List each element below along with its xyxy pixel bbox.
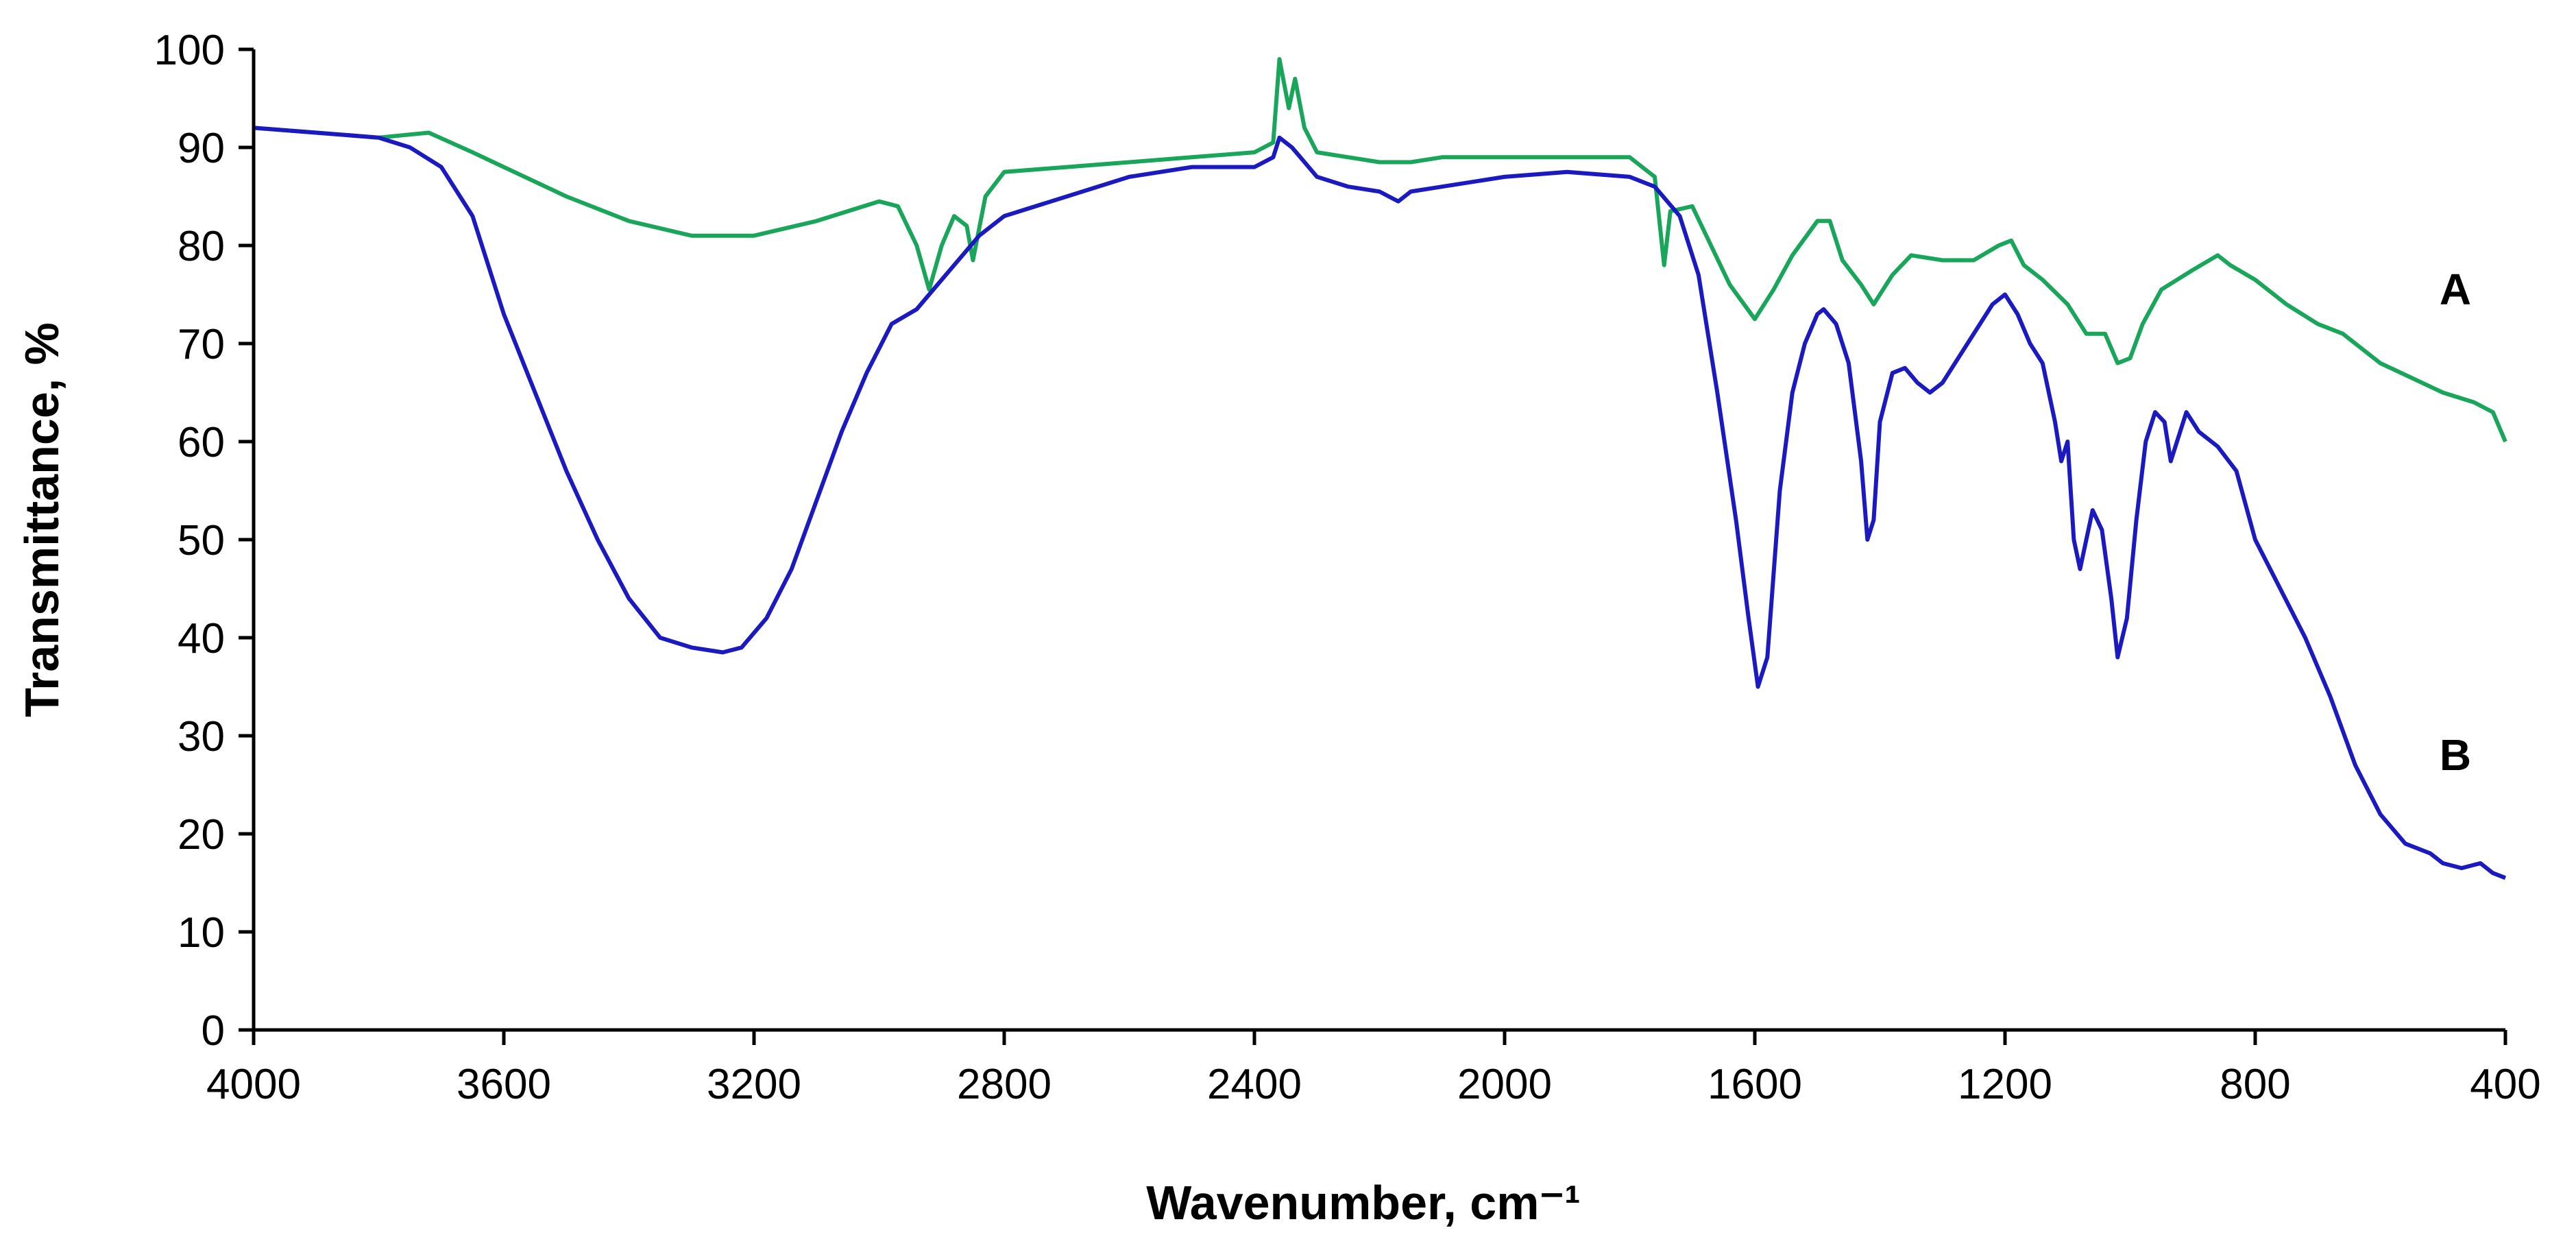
x-tick-label: 4000 [206,1061,301,1108]
x-tick-label: 1600 [1708,1061,1802,1108]
series-label-a: A [2440,265,2471,314]
y-tick-label: 40 [178,615,225,662]
y-tick-label: 90 [178,125,225,172]
x-tick-label: 1200 [1958,1061,2052,1108]
series-layer [253,57,2507,880]
y-tick-label: 80 [178,223,225,270]
x-tick-label: 400 [2470,1061,2540,1108]
series-line-b [253,125,2507,880]
y-tick-label: 30 [178,713,225,760]
x-tick-label: 800 [2220,1061,2290,1108]
x-axis-title: Wavenumber, cm⁻¹ [1146,1176,1580,1229]
series-label-b: B [2440,730,2471,780]
series-line-a [253,57,2507,443]
x-tick-label: 2000 [1457,1061,1552,1108]
y-tick-label: 60 [178,419,225,466]
y-axis-title: Transmittance, % [15,322,69,717]
y-tick-label: 70 [178,321,225,368]
y-tick-label: 10 [178,909,225,957]
labels-layer: AB [2440,265,2471,780]
y-tick-label: 20 [178,811,225,859]
x-tick-label: 3600 [457,1061,551,1108]
axes-layer: 0 10 20 30 40 50 60 70 80 90 100 4000 3600 3200 2800 24… [154,27,2541,1108]
y-tick-label: 100 [154,27,225,74]
x-tick-label: 3200 [707,1061,801,1108]
x-tick-label: 2800 [957,1061,1052,1108]
y-tick-label: 0 [202,1007,225,1055]
x-tick-label: 2400 [1207,1061,1302,1108]
y-tick-label: 50 [178,517,225,564]
